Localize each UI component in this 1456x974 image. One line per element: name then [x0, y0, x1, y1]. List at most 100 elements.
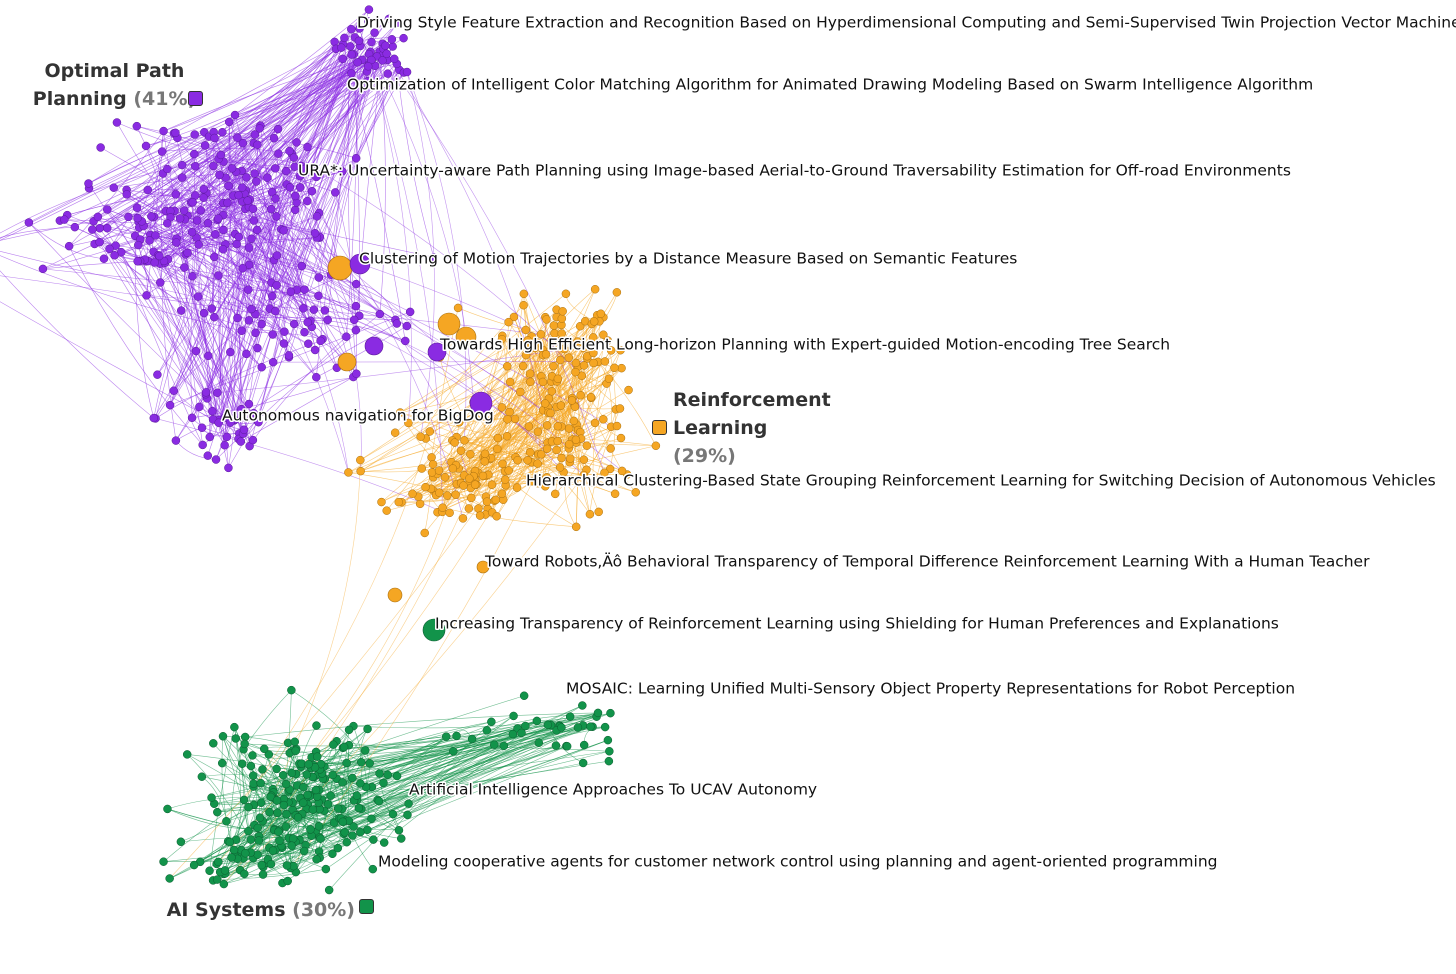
node	[532, 716, 542, 726]
node	[344, 468, 353, 477]
node	[217, 758, 227, 768]
node	[187, 413, 197, 423]
edge	[0, 255, 242, 332]
node	[220, 413, 230, 422]
edge	[167, 808, 300, 841]
edge	[198, 237, 317, 245]
node	[102, 223, 112, 233]
edge	[318, 277, 338, 368]
node	[364, 5, 374, 14]
edge	[235, 171, 381, 315]
edge	[256, 69, 400, 182]
node	[392, 319, 402, 328]
node	[558, 307, 567, 316]
paper-label: Increasing Transparency of Reinforcement…	[435, 615, 1279, 633]
node	[321, 864, 331, 874]
node	[475, 511, 485, 520]
node	[547, 387, 557, 396]
node	[356, 455, 365, 465]
edge	[67, 194, 176, 216]
node	[133, 213, 142, 223]
node	[201, 388, 211, 397]
node	[24, 218, 34, 227]
node	[556, 355, 565, 365]
edge	[139, 261, 151, 296]
node	[312, 721, 321, 730]
node	[249, 408, 258, 418]
edge	[243, 431, 431, 801]
node	[388, 809, 398, 819]
edge	[334, 192, 357, 374]
node	[157, 147, 167, 156]
node	[200, 141, 210, 150]
edge	[92, 229, 228, 438]
edge	[205, 209, 272, 395]
node	[291, 191, 300, 201]
node	[491, 495, 501, 505]
node	[458, 514, 468, 523]
node	[253, 343, 262, 353]
node	[244, 802, 253, 812]
node	[208, 406, 217, 416]
edge	[485, 322, 509, 515]
edge	[243, 51, 371, 430]
node	[342, 758, 351, 768]
node	[211, 229, 220, 239]
node	[205, 432, 215, 442]
node	[328, 849, 337, 859]
edge	[144, 216, 318, 260]
node	[248, 204, 258, 214]
edge	[212, 51, 371, 420]
edge	[230, 46, 351, 423]
edge	[136, 126, 198, 221]
node	[347, 24, 356, 34]
node	[492, 512, 501, 521]
node	[393, 18, 402, 27]
node	[207, 304, 217, 313]
node	[155, 251, 164, 261]
node	[224, 181, 233, 191]
node	[417, 464, 426, 473]
edge	[507, 383, 607, 420]
node	[299, 846, 309, 856]
edge	[255, 192, 336, 315]
node	[238, 138, 248, 148]
node	[247, 304, 256, 314]
key-node	[422, 618, 446, 642]
edge	[224, 786, 254, 871]
node	[536, 330, 546, 339]
edge	[0, 131, 214, 239]
node	[110, 250, 119, 260]
node	[218, 732, 228, 741]
node	[459, 481, 468, 490]
edge	[442, 507, 577, 528]
node	[288, 834, 298, 843]
node	[279, 339, 289, 348]
node	[589, 348, 598, 358]
edge	[379, 51, 386, 315]
edge	[120, 252, 203, 446]
node	[163, 219, 172, 228]
node	[557, 453, 566, 463]
node	[84, 179, 93, 188]
edge	[141, 221, 285, 332]
node	[523, 456, 532, 465]
node	[578, 343, 588, 353]
node	[266, 204, 276, 214]
node	[179, 206, 189, 215]
node	[195, 402, 204, 412]
node	[274, 827, 283, 837]
node	[271, 194, 280, 203]
node	[348, 831, 357, 840]
node	[573, 723, 583, 732]
node	[177, 160, 187, 170]
node	[338, 778, 347, 787]
node	[290, 162, 299, 172]
edge	[162, 173, 396, 321]
edge	[383, 715, 514, 843]
node	[226, 347, 235, 357]
edge	[109, 158, 219, 250]
node	[303, 196, 312, 206]
